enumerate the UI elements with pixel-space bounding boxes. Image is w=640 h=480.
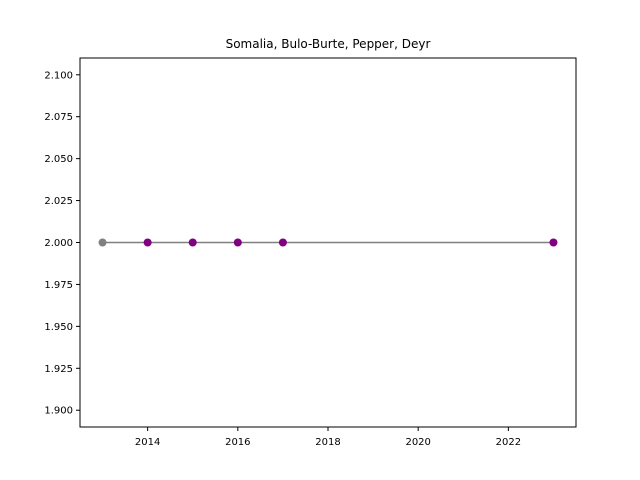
y-tick-label: 2.025 <box>44 196 73 207</box>
y-tick-label: 2.100 <box>44 70 73 81</box>
data-point <box>549 238 558 247</box>
y-tick-label: 1.975 <box>44 280 73 291</box>
y-tick-label: 1.900 <box>44 406 73 417</box>
x-tick-label: 2022 <box>496 437 521 448</box>
y-tick-label: 1.950 <box>44 322 73 333</box>
data-point <box>98 238 107 247</box>
y-tick-label: 2.050 <box>44 154 73 165</box>
x-tick-label: 2018 <box>315 437 340 448</box>
data-point <box>143 238 152 247</box>
x-tick-label: 2020 <box>405 437 430 448</box>
plot-area: 2014 2016 2018 2020 2022 1.900 1.925 1.950 1.975… <box>44 57 577 448</box>
y-tick-label: 1.925 <box>44 364 73 375</box>
data-point <box>233 238 242 247</box>
data-point <box>188 238 197 247</box>
x-tick-label: 2014 <box>135 437 160 448</box>
y-tick-label: 2.000 <box>44 238 73 249</box>
data-point <box>278 238 287 247</box>
x-tick-label: 2016 <box>225 437 250 448</box>
chart-title: Somalia, Bulo-Burte, Pepper, Deyr <box>226 37 431 51</box>
y-tick-label: 2.075 <box>44 112 73 123</box>
